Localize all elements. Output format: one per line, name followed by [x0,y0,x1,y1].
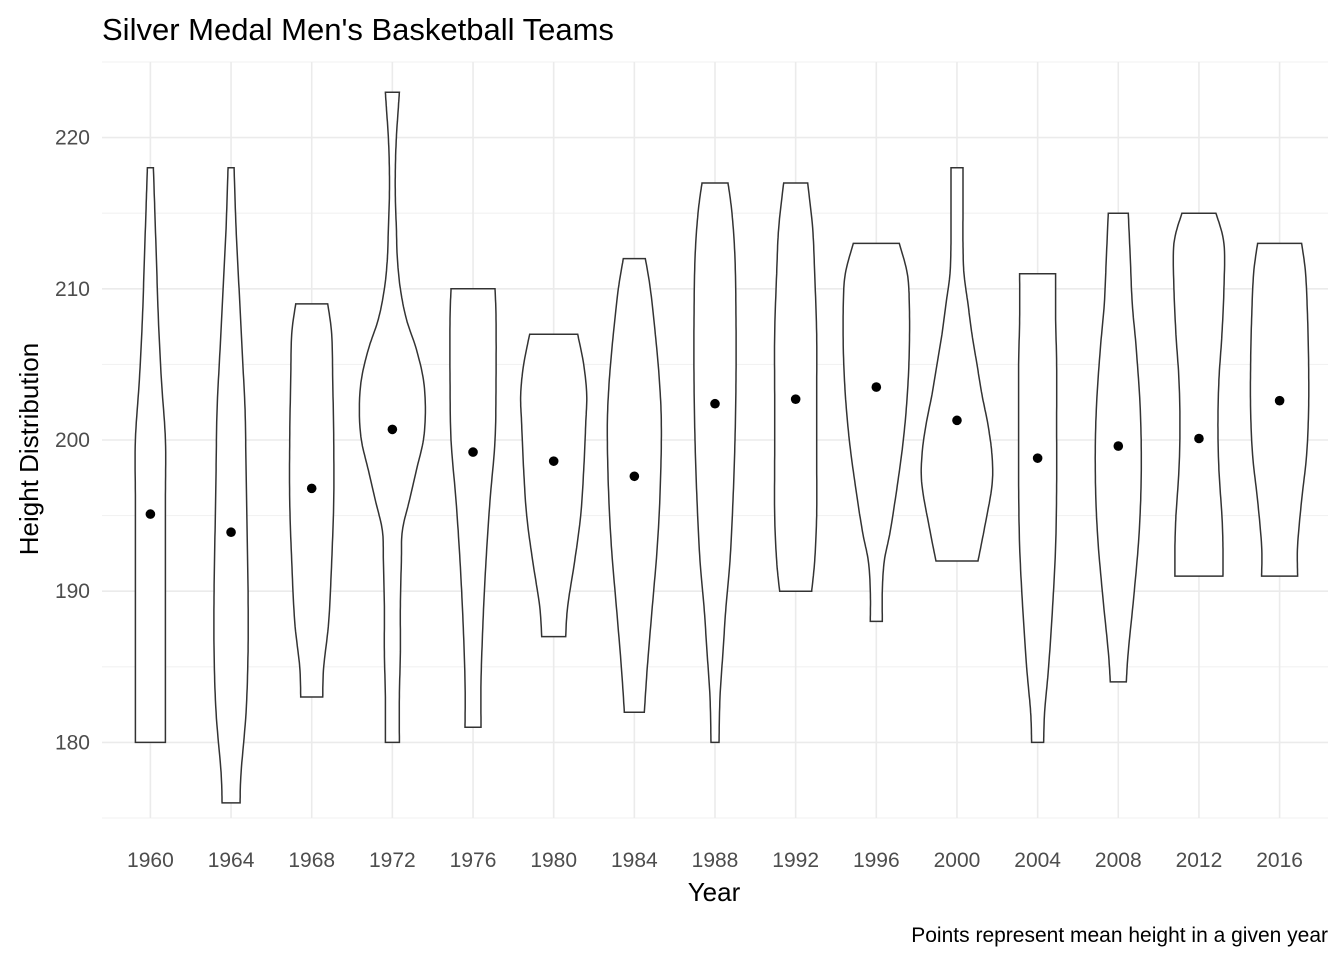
violin-2000 [920,167,994,562]
mean-point-1980 [548,456,559,466]
mean-point-2000 [952,415,962,426]
x-tick-label: 2008 [1095,849,1142,872]
x-tick-label: 1992 [772,849,819,872]
x-tick-label: 1960 [127,849,174,872]
x-tick-label: 1972 [369,849,416,872]
violin-1996 [842,242,911,623]
x-tick-label: 1996 [853,849,900,872]
x-tick-label: 2012 [1176,849,1223,872]
x-axis-title: Year [688,877,741,907]
mean-point-1996 [871,382,882,392]
violin-layer [134,91,1310,804]
violin-1988 [693,182,737,744]
mean-point-2012 [1194,433,1204,444]
mean-point-2016 [1274,395,1285,406]
chart-title: Silver Medal Men's Basketball Teams [102,12,614,47]
x-axis-ticks: 1960 1964 1968 1972 1976 1980 1984 1988 1992 1996… [127,849,1303,872]
chart-caption: Points represent mean height in a given … [911,924,1328,947]
x-tick-label: 1984 [611,849,658,872]
x-tick-label: 1968 [288,849,335,872]
y-tick-label: 210 [55,278,90,301]
y-axis-ticks: 180 190 200 210 220 [55,127,90,755]
y-tick-label: 200 [55,429,90,452]
x-tick-label: 1964 [208,849,255,872]
x-tick-label: 2000 [934,849,981,872]
violin-2004 [1017,272,1058,744]
mean-point-1976 [468,447,478,457]
violin-2016 [1249,242,1310,577]
violin-1960 [134,167,167,744]
mean-point-1984 [629,471,640,482]
violin-2012 [1172,212,1226,577]
violin-1984 [606,257,663,713]
x-tick-label: 1976 [450,849,497,872]
violin-1980 [519,333,588,638]
violin-1972 [358,91,427,744]
y-tick-label: 180 [55,731,90,754]
mean-point-1964 [226,527,236,538]
y-axis-title: Height Distribution [14,343,44,555]
violin-1968 [288,303,335,698]
mean-point-2004 [1032,453,1043,463]
mean-points-layer [145,382,1285,538]
violin-1992 [773,182,818,592]
x-tick-label: 2016 [1256,849,1303,872]
mean-point-2008 [1113,441,1124,451]
mean-point-1960 [145,509,156,519]
violin-1964 [213,167,249,804]
violin-1976 [449,288,497,729]
mean-point-1992 [790,394,801,404]
y-tick-label: 190 [55,580,90,603]
x-tick-label: 1988 [692,849,739,872]
mean-point-1968 [306,483,317,494]
x-tick-label: 2004 [1014,849,1061,872]
mean-point-1972 [387,424,398,435]
y-tick-label: 220 [55,127,90,150]
x-tick-label: 1980 [530,849,577,872]
mean-point-1988 [710,398,720,409]
